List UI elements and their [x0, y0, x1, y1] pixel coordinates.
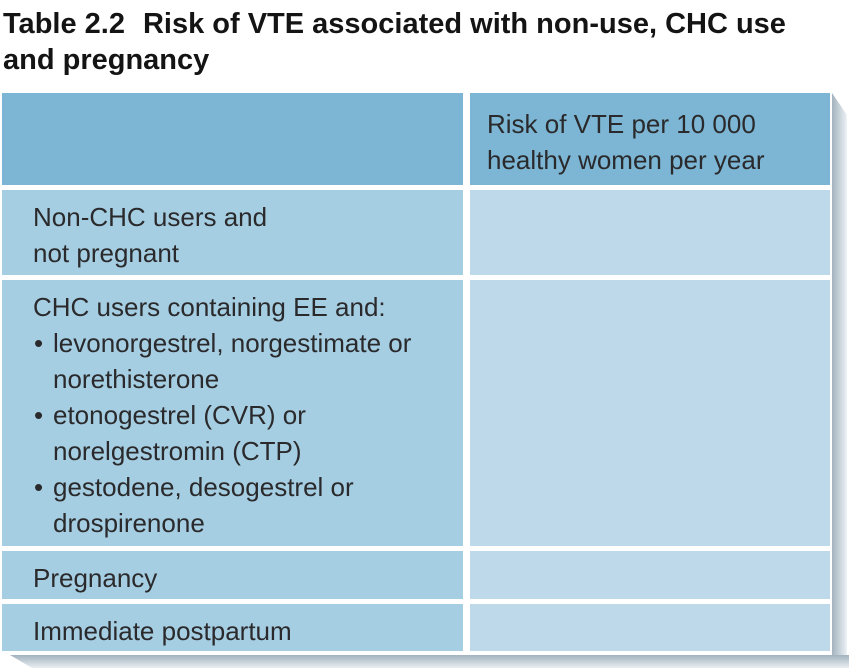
bullet-icon: • [34, 328, 44, 358]
bullet-text: gestodene, desogestrel or drospirenone [53, 472, 354, 538]
bullet-text: levonorgestrel, norgestimate or norethis… [53, 328, 412, 394]
list-item: • gestodene, desogestrel or drospirenone [33, 469, 423, 541]
table-number-label: Table 2.2 [3, 8, 125, 40]
bullet-icon: • [34, 472, 44, 502]
progestogen-bullet-list: • levonorgestrel, norgestimate or noreth… [33, 325, 453, 541]
table-drop-shadow-right [832, 93, 847, 667]
row-label-chc-users: CHC users containing EE and: • levonorge… [2, 280, 463, 546]
header-cell-empty [2, 93, 463, 185]
row-label-pregnancy: Pregnancy [2, 551, 463, 599]
header-cell-risk: Risk of VTE per 10 000 healthy women per… [470, 93, 830, 185]
row-label-text: Non-CHC users and not pregnant [33, 202, 268, 268]
row-value-postpartum [470, 604, 830, 651]
row-value-chc-users [470, 280, 830, 546]
row-label-text: Immediate postpartum [33, 616, 292, 646]
list-item: • etonogestrel (CVR) or norelgestromin (… [33, 397, 423, 469]
list-item: • levonorgestrel, norgestimate or noreth… [33, 325, 423, 397]
risk-table: Risk of VTE per 10 000 healthy women per… [2, 93, 830, 651]
row-label-text: Pregnancy [33, 563, 158, 593]
table-title-text: Risk of VTE associated with non-use, CHC… [3, 8, 786, 76]
row-label-text: CHC users containing EE and: [33, 292, 386, 322]
row-label-postpartum: Immediate postpartum [2, 604, 463, 651]
row-value-pregnancy [470, 551, 830, 599]
row-label-non-chc: Non-CHC users and not pregnant [2, 190, 463, 275]
table-drop-shadow-bottom [10, 655, 849, 668]
row-value-non-chc [470, 190, 830, 275]
bullet-icon: • [34, 400, 44, 430]
bullet-text: etonogestrel (CVR) or norelgestromin (CT… [53, 400, 306, 466]
table-caption: Table 2.2 Risk of VTE associated with non… [3, 6, 825, 78]
